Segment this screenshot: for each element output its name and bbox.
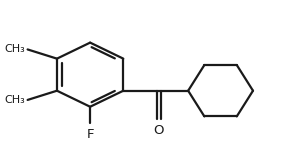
Text: CH₃: CH₃	[4, 44, 25, 54]
Text: F: F	[86, 128, 94, 141]
Text: O: O	[154, 124, 164, 137]
Text: CH₃: CH₃	[4, 95, 25, 105]
